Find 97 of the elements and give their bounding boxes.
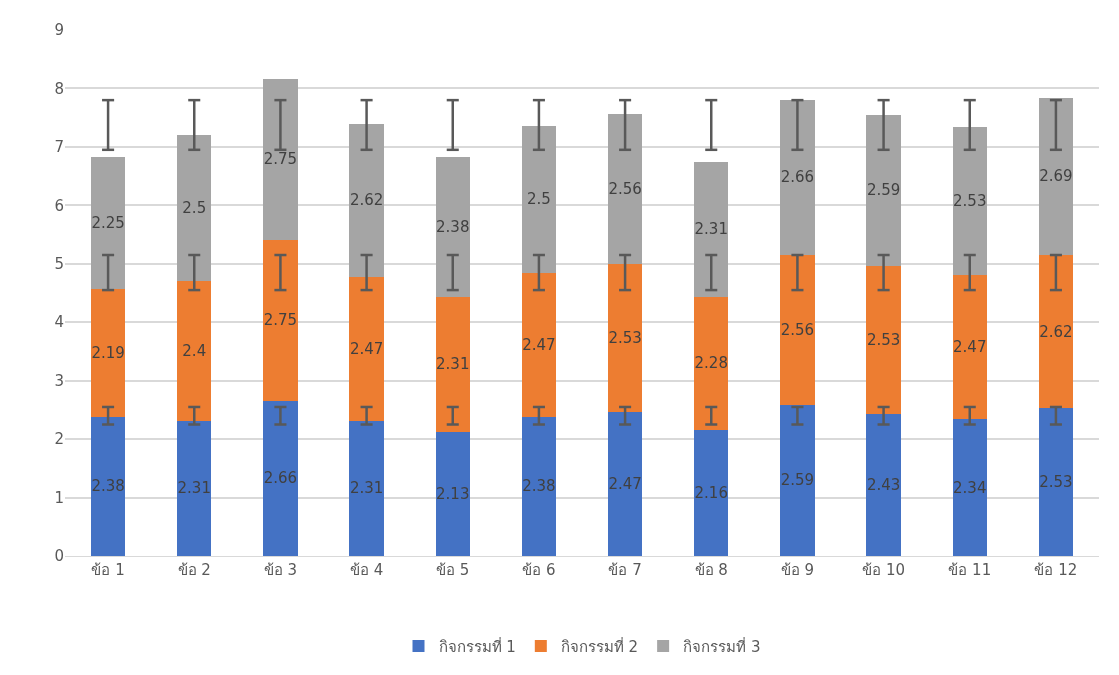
y-tick-label: 3 [54,371,64,390]
bar [90,157,126,289]
bar [607,411,643,556]
y-tick-label: 1 [54,488,64,507]
data-label: 2.16 [694,483,728,502]
bar [263,400,298,556]
bar [90,416,126,556]
y-tick-label: 6 [54,196,64,215]
bar [435,157,470,297]
legend-label: กิจกรรมที่ 2 [560,635,639,656]
y-tick-label: 0 [54,547,64,566]
data-label: 2.69 [1039,167,1073,186]
data-label: 2.13 [436,484,470,503]
data-label: 2.53 [608,328,642,347]
data-label: 2.62 [1039,322,1073,341]
bar [952,127,987,275]
bar [177,420,212,556]
data-label: 2.53 [953,191,987,210]
bar [694,429,729,556]
data-label: 2.47 [522,335,556,354]
x-tick-label: ข้อ 6 [522,561,556,579]
bar [952,419,987,556]
bar [521,126,557,273]
data-label: 2.31 [436,355,470,374]
data-label: 2.38 [91,477,125,496]
bar [90,288,126,417]
data-label: 2.59 [780,471,815,490]
data-label: 2.53 [1039,473,1073,492]
data-label: 2.56 [780,320,815,339]
bar [263,239,298,401]
data-label: 2.59 [866,181,901,200]
data-label: 2.75 [263,311,298,330]
bar [780,255,815,405]
data-label: 2.31 [177,479,211,498]
data-label: 2.56 [608,179,642,198]
x-tick-label: ข้อ 1 [91,561,125,579]
data-label: 2.47 [349,339,384,358]
bar [694,161,729,297]
x-tick-label: ข้อ 12 [1034,561,1078,579]
bar [780,99,815,256]
x-tick-label: ข้อ 2 [177,561,211,579]
x-tick-label: ข้อ 4 [349,561,384,579]
y-tick-label: 5 [54,255,64,274]
x-tick-label: ข้อ 9 [780,561,815,579]
data-label: 2.53 [866,331,901,350]
data-label: 2.4 [182,341,207,360]
x-tick-label: ข้อ 10 [862,561,906,579]
data-label: 2.43 [866,475,901,494]
bar [349,123,384,277]
bar [349,276,384,421]
bar [866,114,901,267]
bar [1038,408,1074,556]
data-label: 2.38 [522,477,556,496]
y-tick-label: 8 [54,79,64,98]
bar [1038,97,1074,256]
data-label: 2.47 [608,474,642,493]
x-tick-label: ข้อ 3 [263,561,298,579]
data-label: 2.47 [953,338,987,357]
data-label: 2.38 [436,217,470,236]
data-label: 2.5 [526,190,551,209]
data-label: 2.31 [694,220,728,239]
data-label: 2.19 [91,343,125,362]
data-label: 2.31 [349,479,384,498]
bar [177,134,212,281]
bar [1038,255,1074,409]
bar [521,272,557,417]
x-tick-label: ข้อ 5 [436,561,470,579]
bar [866,413,901,556]
y-tick-label: 7 [54,138,64,157]
legend-label: กิจกรรมที่ 1 [438,635,516,656]
bar [177,280,212,421]
bar [349,420,384,556]
x-tick-label: ข้อ 8 [694,561,728,579]
bar [607,263,643,412]
data-label: 2.66 [263,469,298,488]
bar [521,416,557,556]
y-tick-label: 4 [54,313,64,332]
bar [435,296,470,432]
data-label: 2.66 [780,168,815,187]
data-label: 2.62 [349,191,384,210]
y-tick-label: 2 [54,430,64,449]
data-label: 2.34 [953,478,987,497]
data-label: 2.28 [694,354,728,373]
legend-label: กิจกรรมที่ 3 [683,635,761,656]
bar [607,114,643,264]
bar [866,266,901,414]
data-label: 2.25 [91,214,125,233]
bar [435,431,470,556]
bar [694,296,729,430]
x-tick-label: ข้อ 11 [948,561,992,579]
data-label: 2.5 [182,198,207,217]
data-label: 2.75 [263,150,298,169]
bar [952,274,987,420]
x-tick-label: ข้อ 7 [608,561,642,579]
y-tick-label: 9 [54,21,64,40]
bar [780,404,815,556]
bar [263,79,298,240]
